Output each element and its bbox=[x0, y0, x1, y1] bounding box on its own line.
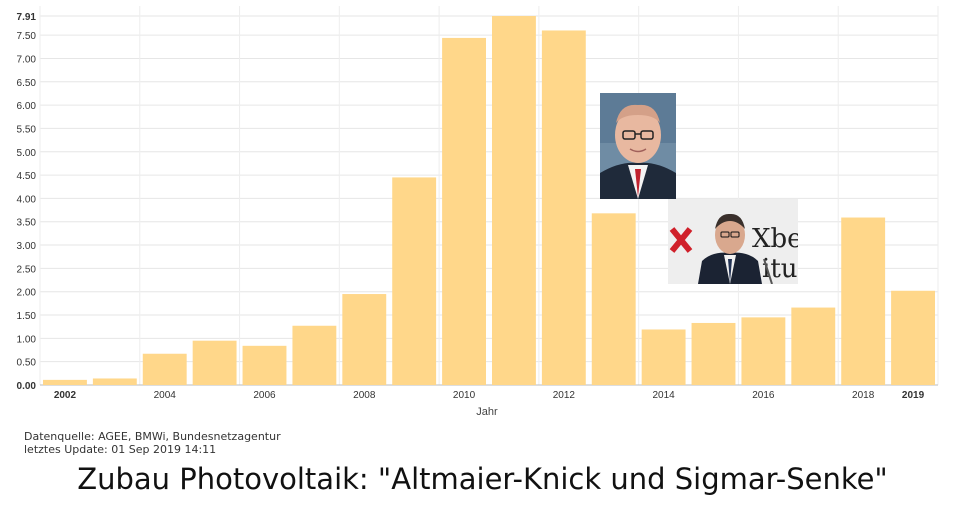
y-tick-label: 3.50 bbox=[17, 218, 37, 229]
bar-2012[interactable] bbox=[541, 30, 586, 386]
bar-2005[interactable] bbox=[192, 340, 237, 385]
x-tick-label: 2018 bbox=[852, 390, 875, 401]
bar-2019[interactable] bbox=[891, 290, 935, 385]
bar-2015[interactable] bbox=[691, 322, 736, 385]
bar-2016[interactable] bbox=[741, 317, 786, 385]
image-caption: Zubau Photovoltaik: "Altmaier-Knick und … bbox=[77, 462, 888, 496]
y-tick-label: 5.50 bbox=[17, 124, 37, 135]
x-tick-label: 2004 bbox=[154, 390, 177, 401]
y-tick-label: 0.50 bbox=[17, 358, 37, 369]
y-tick-label: 4.00 bbox=[17, 194, 37, 205]
y-tick-label: 0.00 bbox=[17, 381, 37, 392]
x-tick-label: 2012 bbox=[553, 390, 576, 401]
x-tick-label: 2002 bbox=[54, 390, 77, 401]
y-tick-label: 3.00 bbox=[17, 241, 37, 252]
bar-2014[interactable] bbox=[641, 329, 686, 385]
data-source-note: Datenquelle: AGEE, BMWi, Bundesnetzagent… bbox=[24, 430, 281, 443]
y-tick-label: 5.00 bbox=[17, 148, 37, 159]
bar-2002[interactable] bbox=[43, 379, 87, 385]
y-tick-label: 7.50 bbox=[17, 31, 37, 42]
photo-top-lettering: Xber bbox=[752, 224, 798, 254]
portrait-photo-gabriel: Xber itur bbox=[668, 199, 798, 284]
portrait-photo-altmaier bbox=[600, 93, 676, 199]
y-tick-label: 6.00 bbox=[17, 101, 37, 112]
bar-chart: 0.00 0.50 1.00 1.50 2.00 2.50 3.00 3.50 4.00 4.50… bbox=[17, 6, 939, 418]
bar-2004[interactable] bbox=[142, 353, 187, 385]
y-tick-label: 7.00 bbox=[17, 54, 37, 65]
bar-2017[interactable] bbox=[791, 307, 836, 385]
y-tick-label: 6.50 bbox=[17, 78, 37, 89]
x-tick-label: 2016 bbox=[752, 390, 775, 401]
bar-2010[interactable] bbox=[442, 37, 486, 385]
y-tick-label: 1.50 bbox=[17, 311, 37, 322]
x-tick-label: 2010 bbox=[453, 390, 476, 401]
x-axis-ticks: 2002 2004 2006 2008 2010 2012 2014 2016 2018 2019 bbox=[54, 390, 925, 401]
x-axis-label: Jahr bbox=[476, 406, 498, 418]
x-tick-label: 2006 bbox=[253, 390, 276, 401]
bar-2013[interactable] bbox=[591, 213, 636, 385]
bar-2003[interactable] bbox=[92, 378, 137, 385]
x-tick-label: 2019 bbox=[902, 390, 925, 401]
bar-2006[interactable] bbox=[242, 345, 287, 385]
last-update-note: letztes Update: 01 Sep 2019 14:11 bbox=[24, 443, 217, 456]
y-tick-label: 2.50 bbox=[17, 264, 37, 275]
bar-2007[interactable] bbox=[292, 325, 337, 385]
bar-2008[interactable] bbox=[342, 294, 387, 385]
bar-2018[interactable] bbox=[841, 217, 886, 385]
grid-lines bbox=[39, 6, 939, 386]
bars bbox=[43, 16, 935, 386]
bar-2009[interactable] bbox=[392, 177, 437, 385]
y-axis-ticks: 0.00 0.50 1.00 1.50 2.00 2.50 3.00 3.50 4.00 4.50… bbox=[17, 12, 37, 392]
y-tick-label: 1.00 bbox=[17, 334, 37, 345]
bar-2011[interactable] bbox=[492, 16, 536, 385]
x-tick-label: 2014 bbox=[652, 390, 675, 401]
y-tick-label: 2.00 bbox=[17, 288, 37, 299]
y-tick-label: 4.50 bbox=[17, 171, 37, 182]
y-tick-label: 7.91 bbox=[17, 12, 37, 23]
x-tick-label: 2008 bbox=[353, 390, 376, 401]
